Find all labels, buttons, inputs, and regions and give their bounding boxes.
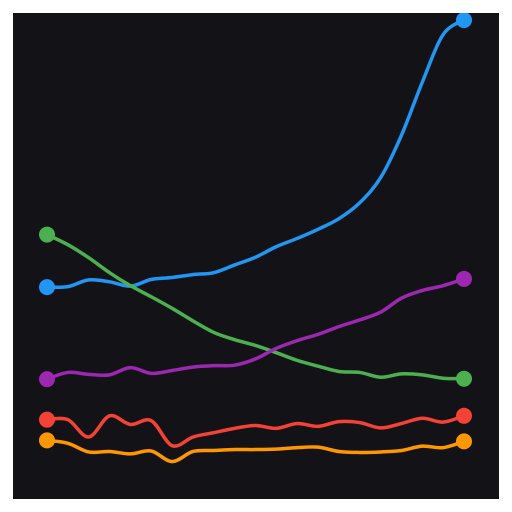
series-line-4 — [45, 413, 466, 448]
series-2-start-point — [39, 226, 55, 243]
series-3-start-point — [39, 371, 55, 388]
series-1-end-point — [456, 13, 472, 29]
series-line-2 — [45, 232, 466, 381]
series-endpoints — [39, 13, 472, 450]
series-4-start-point — [39, 411, 55, 428]
series-lines — [45, 18, 466, 464]
chart-canvas — [13, 13, 499, 499]
series-5-end-point — [456, 433, 472, 450]
series-line-3 — [45, 277, 466, 381]
series-3-end-point — [456, 270, 472, 287]
line-chart — [39, 13, 472, 464]
series-4-end-point — [456, 407, 472, 424]
series-5-start-point — [39, 432, 55, 449]
series-1-start-point — [39, 279, 55, 296]
series-line-5 — [45, 438, 466, 464]
series-line-1 — [45, 18, 466, 290]
series-2-end-point — [456, 370, 472, 387]
